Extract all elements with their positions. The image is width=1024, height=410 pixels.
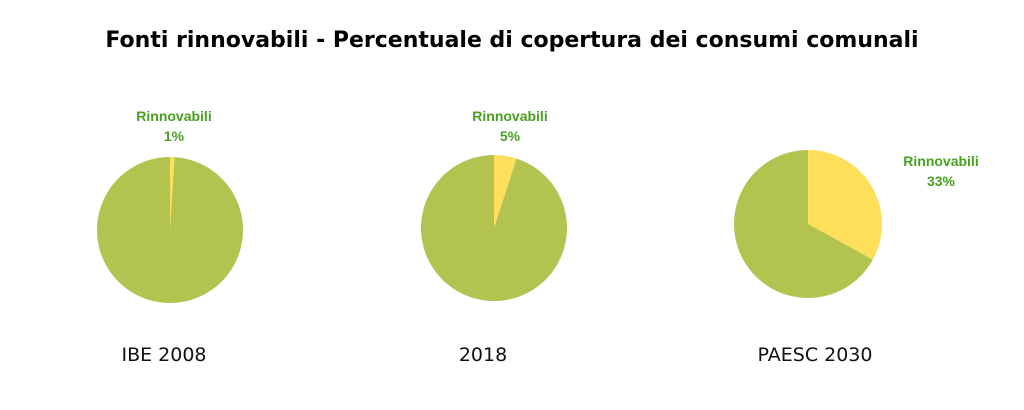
pie-2-label-name: Rinnovabili [472,108,548,124]
pie-3-slice-label: Rinnovabili 33% [881,151,1001,191]
pie-3-label-value: 33% [926,173,956,189]
pie-2-caption: 2018 [458,344,508,366]
pie-3-slice-2 [734,150,873,299]
chart-title: Fonti rinnovabili - Percentuale di coper… [105,28,919,53]
pie-3-caption: PAESC 2030 [757,344,873,366]
pie-3-slice-1 [808,150,882,260]
pie-2-slice-label: Rinnovabili 5% [450,106,570,146]
pie-2-slice-1 [494,155,517,228]
pie-2-label-value: 5% [499,128,521,144]
pie-1-slice-label: Rinnovabili 1% [114,106,234,146]
pie-3-label-name: Rinnovabili [903,153,979,169]
pie-1-label-name: Rinnovabili [136,108,212,124]
pie-2-slice-2 [420,155,567,301]
pie-1-caption: IBE 2008 [121,344,207,366]
pie-1-slice-2 [96,157,243,304]
pie-1-slice-1 [170,157,175,230]
pie-1-label-value: 1% [163,128,185,144]
